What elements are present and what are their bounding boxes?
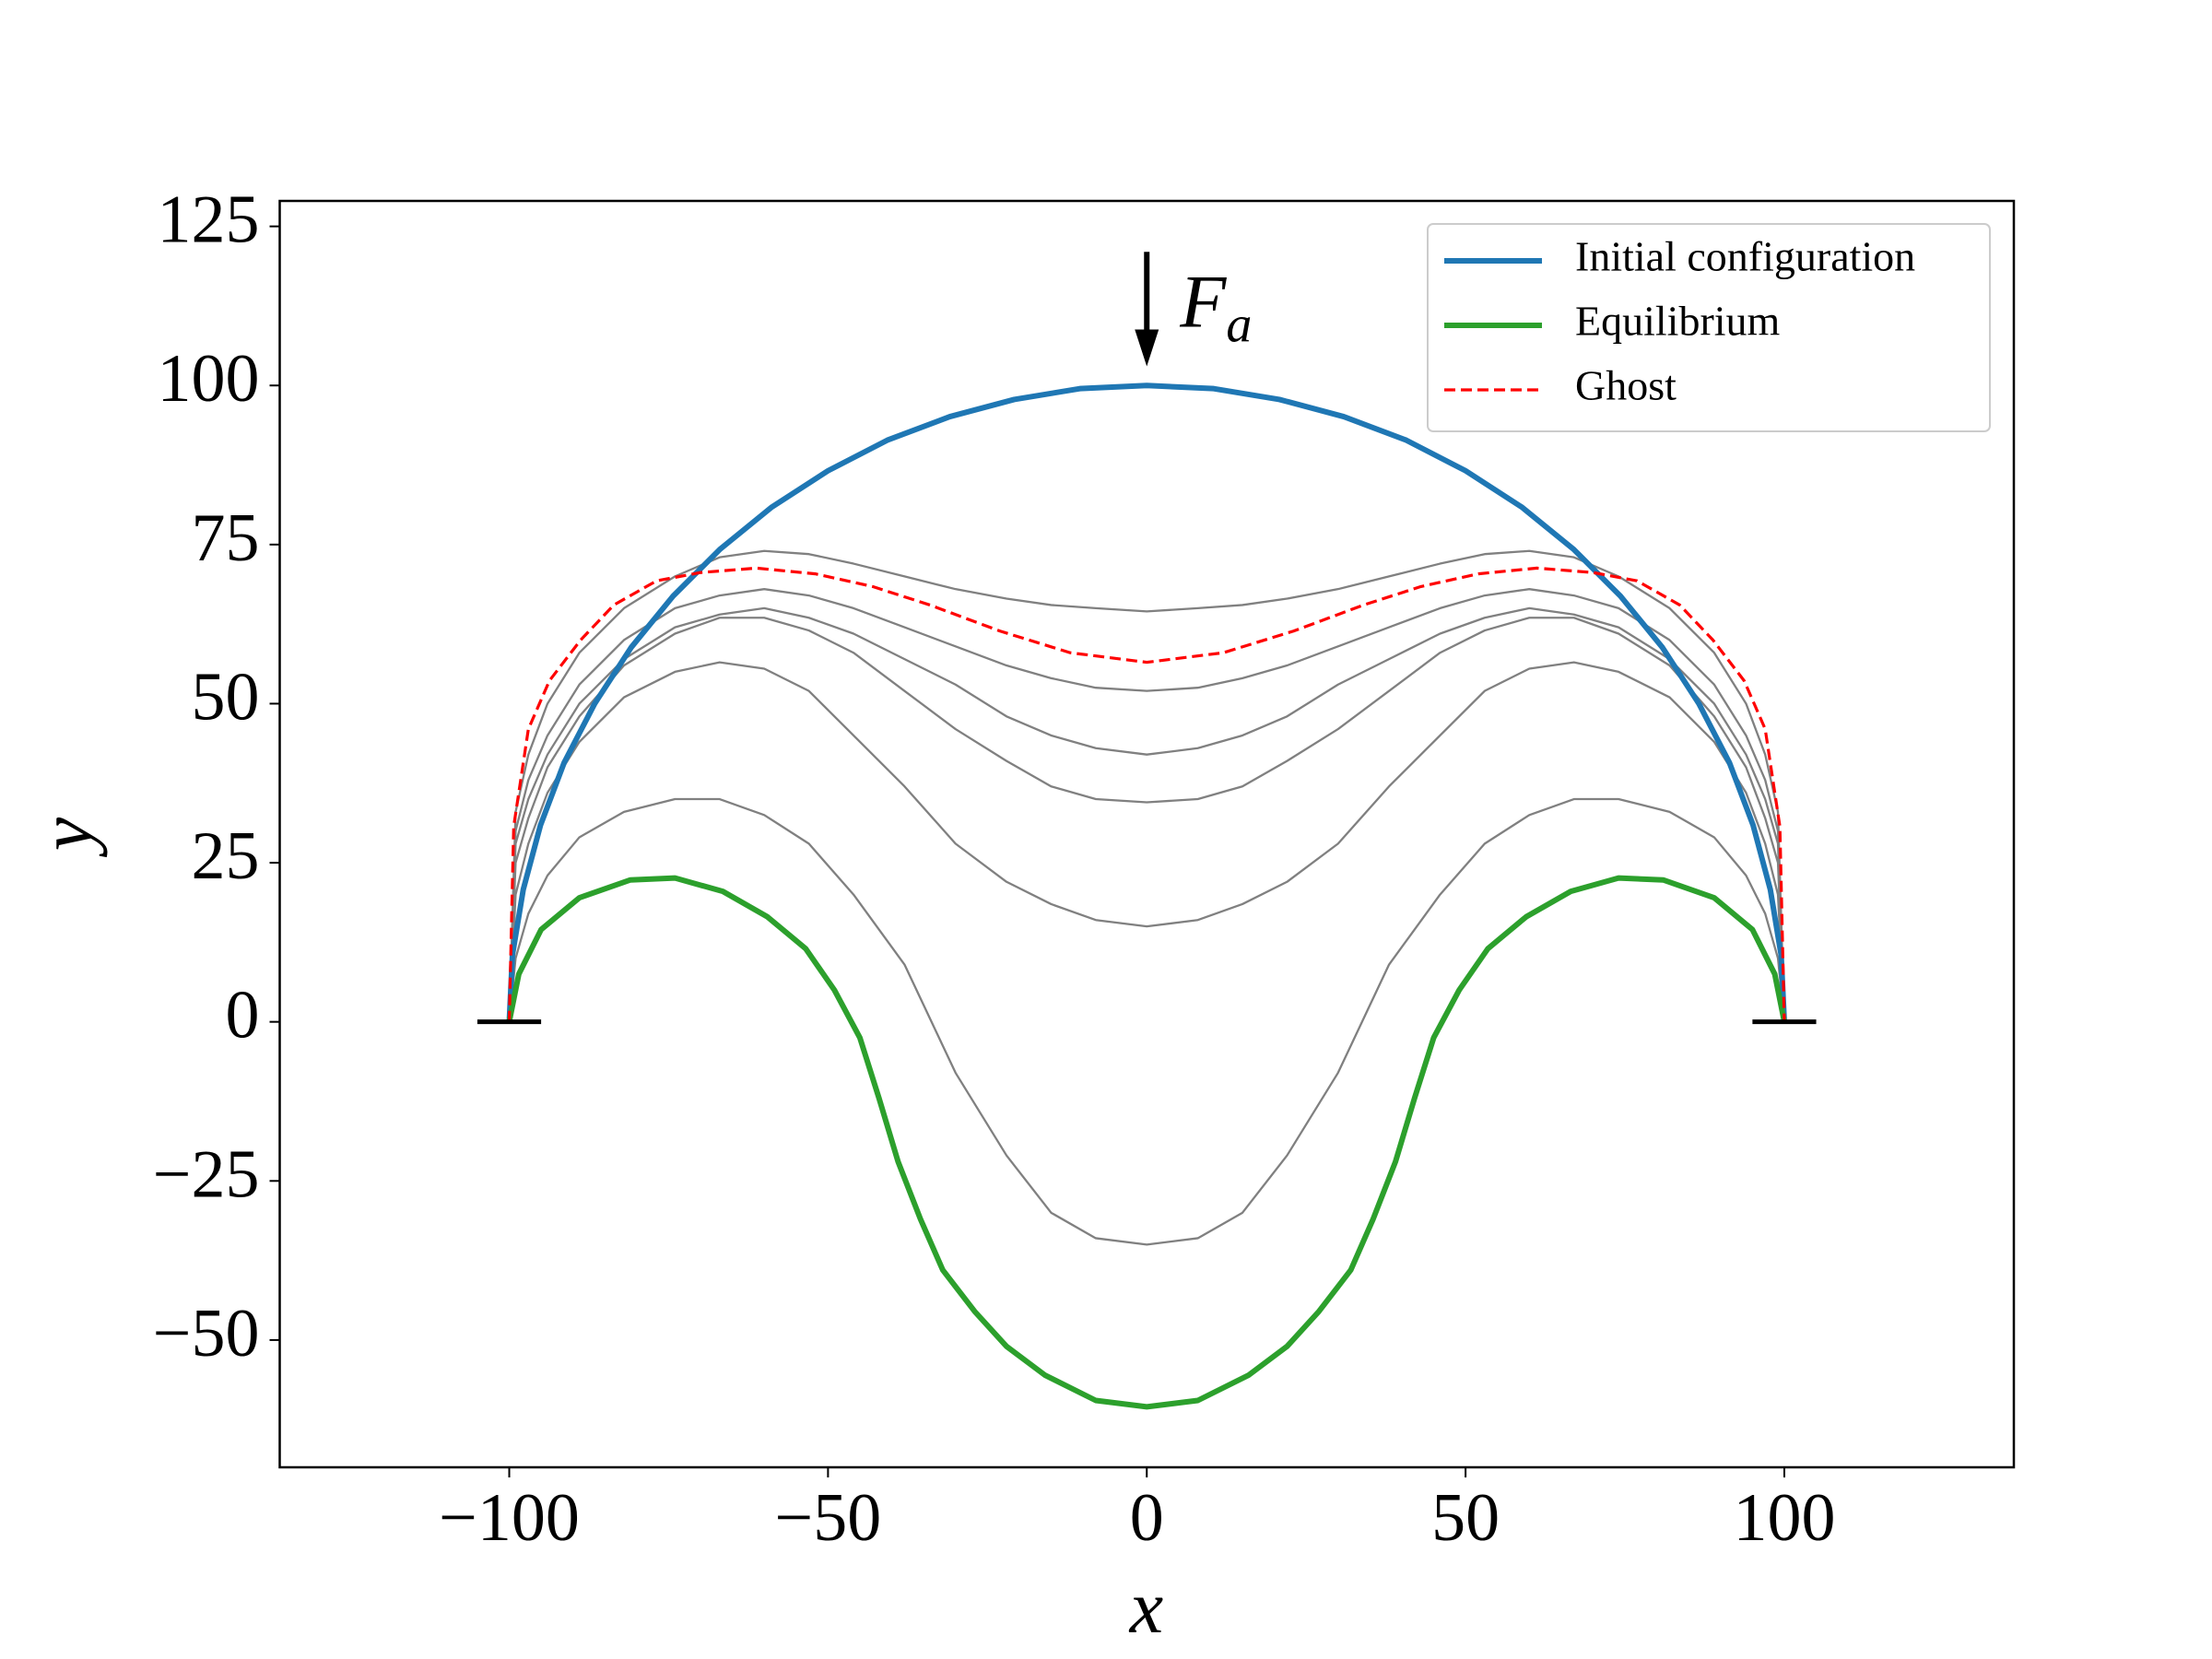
legend-label: Ghost (1575, 362, 1677, 409)
y-tick-label: 50 (192, 659, 260, 735)
force-label: Fa (1179, 259, 1252, 353)
iteration-line (508, 606, 1786, 1022)
x-tick-label: −100 (439, 1480, 580, 1556)
legend-label: Initial configuration (1575, 233, 1915, 280)
x-tick-label: 100 (1733, 1480, 1835, 1556)
iteration-line (508, 797, 1786, 1246)
y-axis-label: y (24, 817, 108, 857)
y-tick-label: −25 (153, 1136, 260, 1212)
x-tick-label: 0 (1130, 1480, 1164, 1556)
iteration-line (508, 588, 1786, 1022)
iteration-line (508, 617, 1786, 1022)
series-line (506, 875, 1787, 1410)
y-tick-label: 0 (226, 978, 260, 1053)
x-tick-label: −50 (775, 1480, 882, 1556)
force-arrow-head (1135, 329, 1159, 367)
series-line (506, 382, 1787, 1022)
y-tick-label: −50 (153, 1296, 260, 1371)
axes-frame (278, 199, 2016, 1469)
plot-area (506, 382, 1787, 1410)
series-line (507, 566, 1786, 1022)
y-tick-label: 100 (158, 341, 260, 417)
legend-box (1427, 223, 1991, 432)
force-label-sub: a (1226, 296, 1252, 353)
y-tick-label: 75 (192, 500, 260, 576)
y-tick-label: 125 (158, 182, 260, 258)
iteration-line (508, 549, 1786, 1022)
force-label-main: F (1179, 259, 1227, 343)
x-axis-label: x (1129, 1565, 1163, 1649)
iteration-line (508, 661, 1786, 1022)
y-tick-label: 25 (192, 818, 260, 894)
legend-label: Equilibrium (1575, 298, 1781, 345)
legend: Initial configuration Equilibrium Ghost (1427, 223, 1991, 432)
x-tick-label: 50 (1431, 1480, 1500, 1556)
